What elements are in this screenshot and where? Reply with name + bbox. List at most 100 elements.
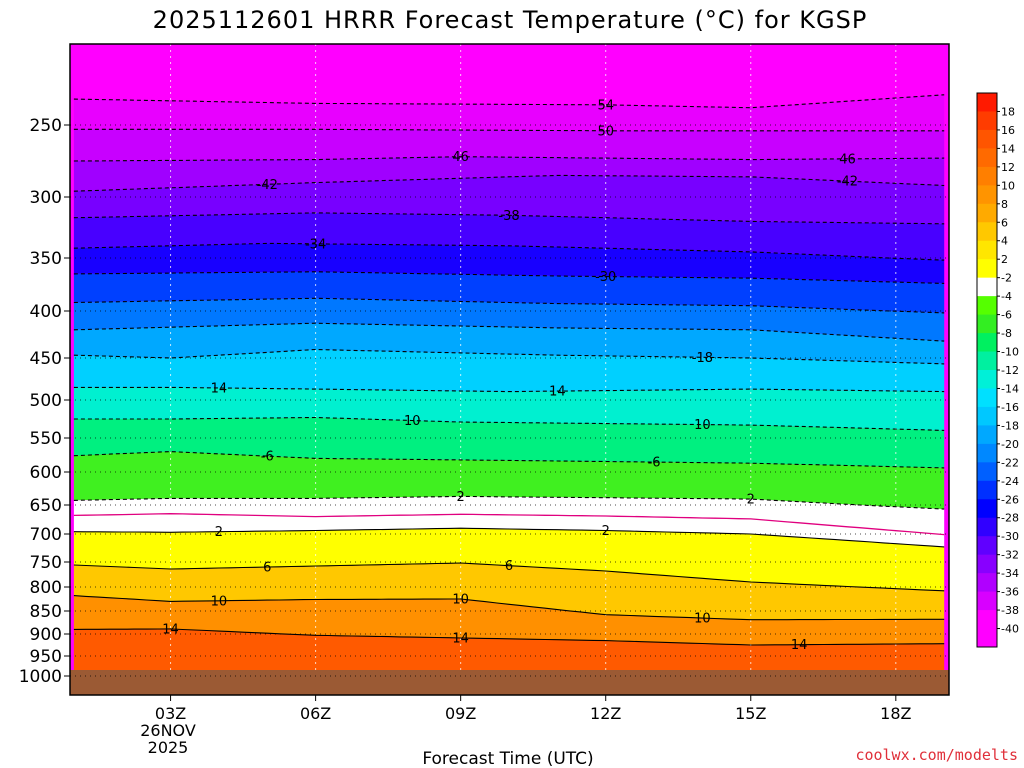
temperature-band [73, 156, 945, 192]
colorbar-label: -38 [1001, 604, 1019, 617]
colorbar-swatch [977, 296, 997, 316]
isotherm-label: 50 [597, 124, 614, 139]
isotherm-line [73, 348, 945, 365]
y-tick-label: 650 [30, 496, 62, 516]
isotherm-label: 14 [211, 381, 228, 396]
colorbar-label: -2 [1001, 272, 1012, 285]
isotherm-line [73, 271, 945, 284]
temperature-band [73, 528, 945, 591]
y-tick-label: 950 [30, 647, 62, 667]
x-tick-label: 06Z [300, 704, 331, 723]
isotherm-line [73, 451, 945, 469]
colorbar-label: -18 [1001, 419, 1019, 432]
isotherm-line [73, 128, 945, 132]
temperature-band [73, 129, 945, 161]
colorbar-label: 4 [1001, 235, 1008, 248]
isotherm-label: 14 [162, 622, 179, 637]
colorbar-label: -26 [1001, 493, 1019, 506]
colorbar-swatch [977, 480, 997, 500]
colorbar-label: 8 [1001, 198, 1008, 211]
colorbar-label: -28 [1001, 512, 1019, 525]
colorbar-swatch [977, 628, 997, 648]
temperature-band [73, 243, 945, 284]
colorbar-swatch [977, 536, 997, 556]
isotherm-label: 6 [505, 559, 513, 574]
y-tick-label: 850 [30, 602, 62, 622]
isotherm-line [73, 386, 945, 393]
isotherm-line [73, 174, 945, 192]
colorbar-label: -6 [1001, 309, 1012, 322]
isotherm-label: 10 [404, 414, 421, 429]
isotherm-label: 10 [452, 593, 469, 608]
isotherm-label: 54 [597, 98, 614, 113]
y-tick-label: 1000 [19, 667, 62, 687]
isotherm-label: 10 [694, 612, 711, 627]
x-axis-title: Forecast Time (UTC) [422, 749, 593, 768]
colorbar-swatch [977, 166, 997, 186]
isotherm-label: 14 [452, 631, 469, 646]
colorbar-label: -34 [1001, 567, 1019, 580]
colorbar-label: -36 [1001, 586, 1019, 599]
colorbar-swatch [977, 573, 997, 593]
isotherm-label: 2 [215, 525, 223, 540]
temperature-band [73, 451, 945, 510]
colorbar-label: -32 [1001, 549, 1019, 562]
isotherm-label: -34 [305, 237, 326, 252]
y-tick-label: 600 [30, 463, 62, 483]
y-tick-label: 450 [30, 349, 62, 369]
colorbar-label: 14 [1001, 142, 1015, 155]
y-tick-label: 700 [30, 525, 62, 545]
colorbar-swatch [977, 406, 997, 426]
temperature-band [73, 271, 945, 313]
colorbar-label: -14 [1001, 382, 1019, 395]
pressure-axis: 250 300 350 400 450 500 550 600 650 700 750 800 850 9… [19, 116, 70, 687]
isotherm-line [73, 416, 945, 431]
isotherm-label: -38 [498, 209, 519, 224]
colorbar-swatch [977, 517, 997, 537]
colorbar-swatch [977, 185, 997, 205]
isotherm-label: -18 [692, 351, 713, 366]
colorbar-swatch [977, 388, 997, 408]
colorbar-label: 12 [1001, 161, 1015, 174]
isotherm-label: -6 [648, 456, 661, 471]
colorbar-swatch [977, 333, 997, 353]
isotherm-line [73, 495, 945, 510]
colorbar-swatch [977, 148, 997, 168]
temperature-band [73, 563, 945, 620]
colorbar-swatch [977, 443, 997, 463]
colorbar-label: -4 [1001, 290, 1012, 303]
x-tick-label: 18Z [880, 704, 911, 723]
chart-title: 2025112601 HRRR Forecast Temperature (°C… [153, 6, 868, 34]
isotherm-label: -42 [837, 175, 858, 190]
isotherm-line [73, 322, 945, 342]
temperature-band [73, 417, 945, 468]
colorbar-swatch [977, 425, 997, 445]
y-tick-label: 550 [30, 429, 62, 449]
temperature-band [73, 212, 945, 261]
isotherm-line [73, 156, 945, 162]
colorbar-swatch [977, 610, 997, 630]
colorbar-label: 16 [1001, 124, 1015, 137]
colorbar-label: 18 [1001, 105, 1015, 118]
colorbar-label: -8 [1001, 327, 1012, 340]
colorbar-label: -16 [1001, 401, 1019, 414]
isotherm-label: 2 [747, 493, 755, 508]
isotherm-label: 10 [694, 418, 711, 433]
x-tick-label: 12Z [590, 704, 621, 723]
isotherm-line [73, 297, 945, 314]
colorbar-swatch [977, 314, 997, 334]
time-axis: 03Z 06Z 09Z 12Z 15Z 18Z [155, 695, 912, 723]
temperature-band [73, 298, 945, 342]
colorbar-swatch [977, 240, 997, 260]
colorbar-label: 6 [1001, 216, 1008, 229]
zero-degree-line [73, 513, 945, 536]
colorbar-swatch [977, 462, 997, 482]
isotherm-label: 10 [211, 594, 228, 609]
colorbar-swatch [977, 259, 997, 279]
x-tick-label: 15Z [735, 704, 766, 723]
colorbar-swatch [977, 93, 997, 112]
temperature-band [73, 175, 945, 224]
plot-frame [69, 43, 950, 696]
isotherm-line [73, 94, 945, 109]
